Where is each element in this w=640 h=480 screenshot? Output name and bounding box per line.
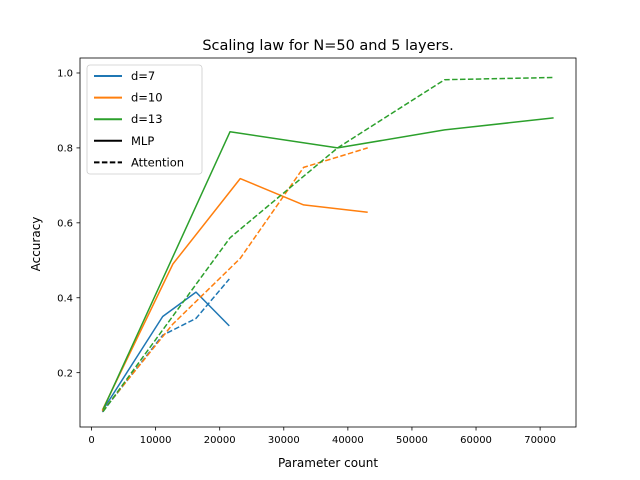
legend-label: d=10 [131, 91, 163, 105]
legend-box [86, 64, 203, 175]
x-tick-label: 70000 [524, 435, 556, 446]
legend: d=7 d=10 d=13 MLP Attention [86, 64, 203, 175]
y-tick-label: 0.4 [57, 293, 73, 304]
x-axis-label: Parameter count [278, 456, 378, 470]
x-tick-label: 20000 [204, 435, 236, 446]
y-tick-label: 0.8 [57, 144, 73, 155]
y-axis-label: Accuracy [29, 217, 43, 272]
x-tick-label: 10000 [140, 435, 172, 446]
x-tick-label: 0 [88, 435, 94, 446]
x-tick-label: 40000 [332, 435, 364, 446]
series-line-d10-mlp [101, 177, 368, 411]
y-tick-label: 1.0 [57, 69, 73, 80]
axes-frame [79, 57, 577, 428]
series-line-d10-attention [101, 147, 368, 412]
y-tick-label: 0.6 [57, 218, 73, 229]
legend-label: d=13 [131, 112, 163, 126]
series-line-d7-mlp [101, 291, 230, 412]
series-group [101, 76, 554, 413]
x-tick-label: 50000 [396, 435, 428, 446]
x-tick-label: 30000 [268, 435, 300, 446]
x-tick-label: 60000 [460, 435, 492, 446]
legend-label: d=7 [131, 69, 155, 83]
chart-title: Scaling law for N=50 and 5 layers. [202, 38, 453, 54]
legend-label: MLP [131, 134, 154, 148]
series-line-d13-attention [102, 76, 554, 413]
plot-area: 0 10000 20000 30000 40000 50000 60000 70000 0.2 0… [57, 57, 577, 446]
series-line-d13-mlp [102, 117, 554, 410]
y-tick-label: 0.2 [57, 368, 73, 379]
legend-label: Attention [131, 155, 184, 169]
